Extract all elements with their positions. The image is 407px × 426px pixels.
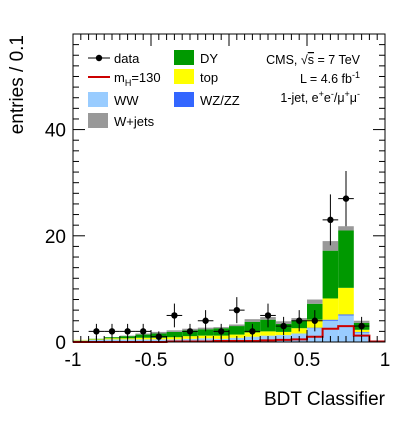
- legend-swatch-ww: [88, 92, 108, 107]
- data-point-16: [342, 195, 350, 202]
- legend-marker-0: [95, 54, 103, 62]
- info-line-1: CMS, √s = 7 TeV: [266, 53, 361, 67]
- y-tick-label-2: 40: [45, 121, 66, 142]
- legend-label-top: top: [200, 70, 218, 85]
- axes: [72, 33, 386, 343]
- bar-dy-8: [197, 329, 214, 336]
- bar-w-jets-10: [229, 324, 245, 327]
- data-point-10: [249, 328, 256, 335]
- data-point-5: [171, 312, 178, 319]
- data-point-13: [296, 317, 303, 324]
- legend-swatch-wz-zz: [174, 92, 194, 107]
- legend-label-data: data: [114, 51, 140, 66]
- data-point-8: [218, 328, 225, 335]
- info-box: CMS, √s = 7 TeV L = 4.6 fb-1 1-jet, e+e-…: [266, 53, 361, 105]
- bar-w-jets-11: [244, 319, 261, 322]
- data-point-12: [280, 322, 287, 330]
- data-point-0: [93, 328, 100, 335]
- bar-wz-zz-17: [338, 314, 354, 316]
- bar-dy-10: [229, 326, 245, 335]
- legend: data DY mH=130 top WW WZ/ZZ W+jets: [88, 50, 240, 129]
- data-point-3: [140, 328, 147, 335]
- bar-w-jets-15: [307, 299, 323, 304]
- legend-label-dy: DY: [200, 51, 218, 66]
- x-tick-labels: -1 -0.5 0 0.5 1: [65, 350, 391, 371]
- info-line-3: 1-jet, e+e-/μ+μ-: [280, 89, 360, 105]
- data-point-2: [124, 328, 131, 335]
- bar-w-jets-6: [166, 330, 183, 332]
- bar-w-jets-17: [338, 226, 354, 231]
- legend-swatch-top: [174, 69, 194, 84]
- x-tick-label-4: 1: [380, 350, 391, 371]
- bar-top-12: [260, 331, 276, 336]
- data-point-14: [311, 317, 318, 324]
- bar-w-jets-16: [322, 241, 339, 251]
- data-point-15: [327, 216, 334, 224]
- bar-dy-16: [322, 250, 339, 299]
- bar-ww-16: [322, 320, 339, 342]
- legend-label-ww: WW: [114, 93, 139, 108]
- bar-top-17: [338, 287, 354, 315]
- data-points: [88, 171, 370, 342]
- legend-label-m: mH=130: [114, 70, 161, 88]
- x-axis-title: BDT Classifier: [264, 389, 386, 410]
- bar-dy-6: [166, 331, 183, 338]
- data-point-1: [108, 328, 116, 335]
- y-tick-label-0: 0: [55, 333, 66, 354]
- bar-ww-15: [307, 328, 323, 342]
- bar-top-16: [322, 298, 339, 320]
- x-tick-label-1: -0.5: [135, 350, 168, 371]
- data-point-6: [186, 328, 194, 335]
- data-point-17: [358, 322, 365, 330]
- bar-dy-17: [338, 230, 354, 288]
- data-point-9: [233, 306, 240, 314]
- y-tick-label-1: 20: [45, 227, 66, 248]
- bar-ww-17: [338, 315, 354, 342]
- data-point-11: [264, 312, 272, 319]
- legend-label-w-jets: W+jets: [114, 114, 155, 129]
- x-tick-label-0: -1: [65, 350, 82, 371]
- legend-swatch-dy: [174, 50, 194, 65]
- x-tick-label-2: 0: [224, 350, 235, 371]
- bar-wz-zz-16: [322, 319, 339, 321]
- y-axis-title: entries / 0.1: [7, 35, 28, 134]
- legend-label-wz-zz: WZ/ZZ: [200, 93, 240, 108]
- data-point-7: [202, 317, 209, 324]
- x-tick-label-3: 0.5: [294, 350, 320, 371]
- legend-swatch-w-jets: [88, 113, 108, 128]
- y-tick-labels: 0 20 40: [45, 121, 66, 354]
- info-line-2: L = 4.6 fb-1: [300, 70, 360, 86]
- stacked-histogram: [73, 226, 385, 342]
